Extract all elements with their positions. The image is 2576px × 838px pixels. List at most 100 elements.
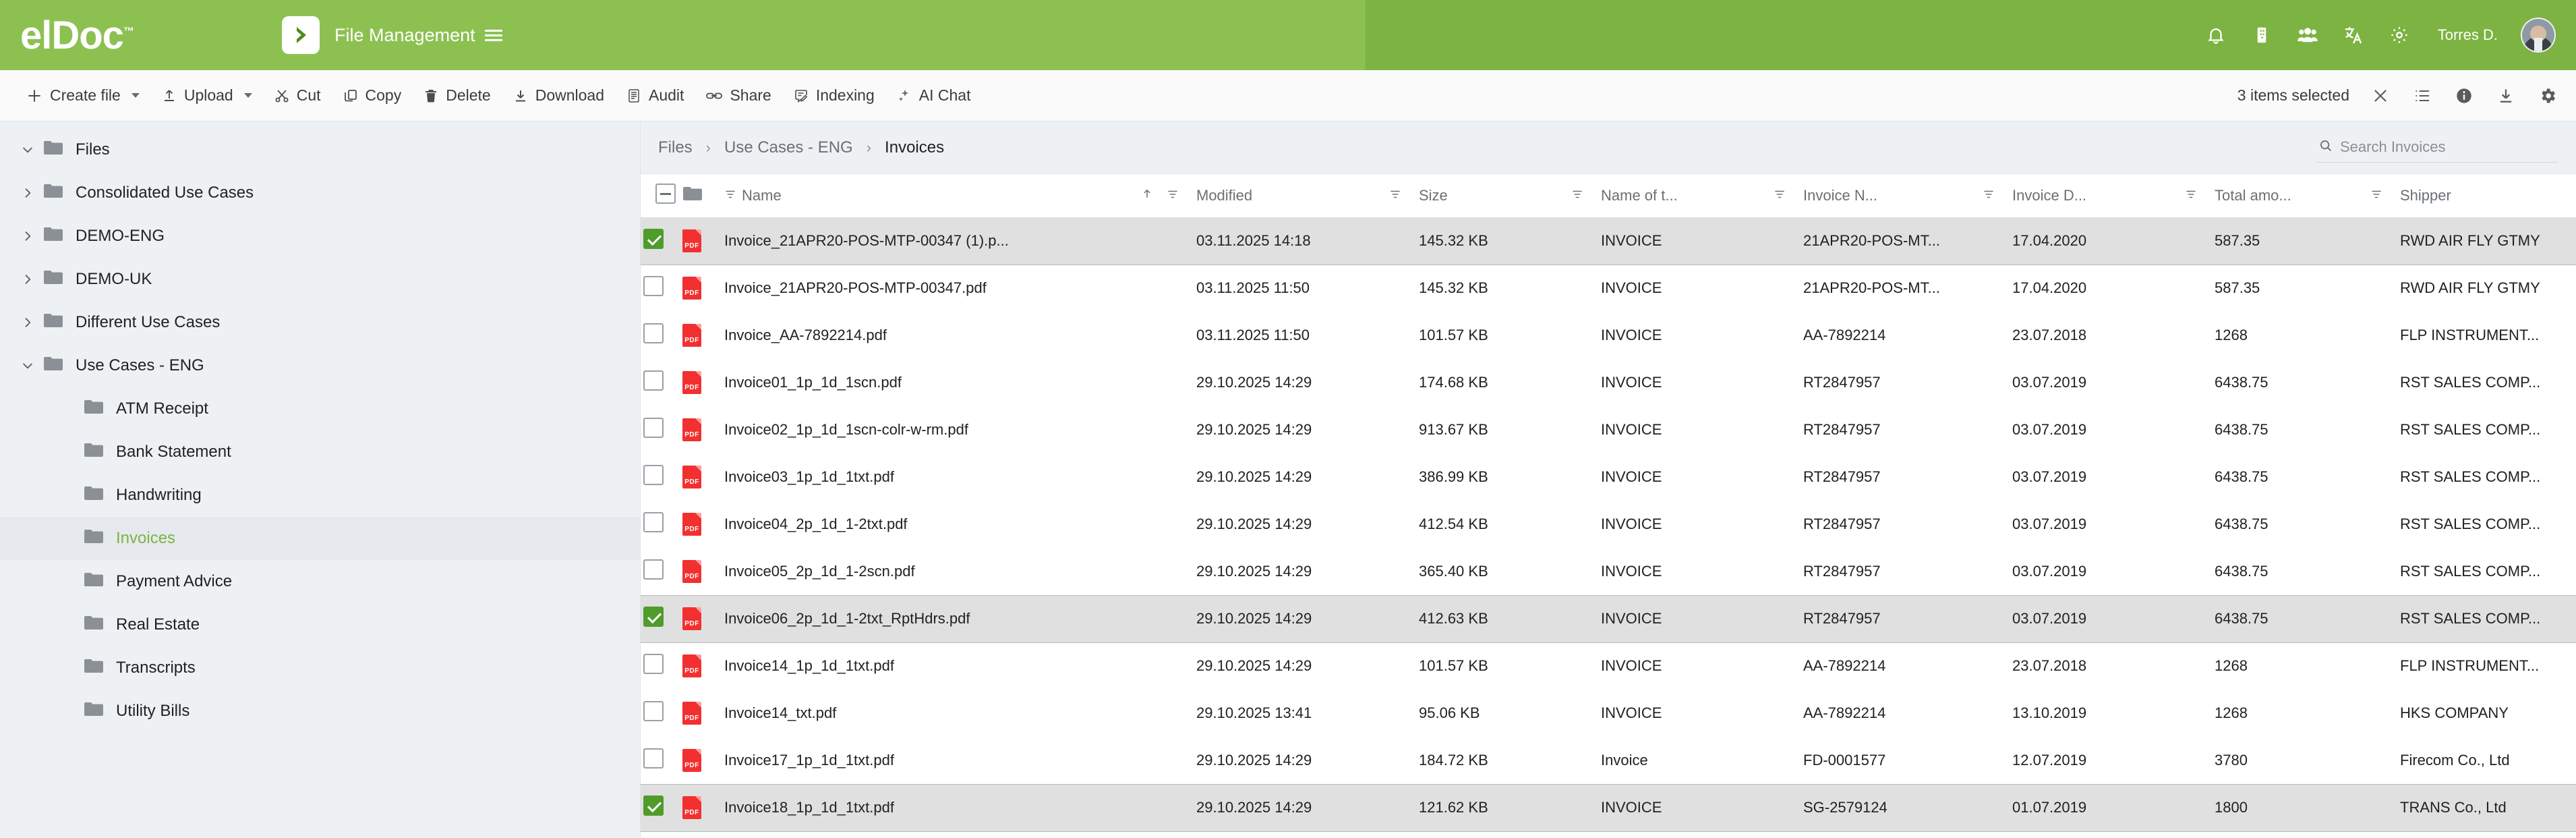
folder-tree-sidebar[interactable]: Files Consolidated Use Cases DEMO-ENG DEMO-… <box>0 121 641 838</box>
sidebar-item-use-cases-eng[interactable]: Use Cases - ENG <box>0 344 640 387</box>
table-row[interactable]: PDF Invoice_21APR20-POS-MTP-00347 (1).p..… <box>641 217 2576 265</box>
row-checkbox[interactable] <box>643 559 664 580</box>
chevron-right-icon[interactable] <box>12 229 43 243</box>
file-name-cell[interactable]: Invoice14_1p_1d_1txt.pdf <box>724 657 894 675</box>
file-name-cell[interactable]: Invoice14_txt.pdf <box>724 704 837 721</box>
table-row[interactable]: PDF Invoice04_2p_1d_1-2txt.pdf 29.10.2025 … <box>641 501 2576 548</box>
people-icon[interactable] <box>2296 24 2319 47</box>
column-filter-icon[interactable] <box>1983 187 1995 204</box>
file-name-cell[interactable]: Invoice02_1p_1d_1scn-colr-w-rm.pdf <box>724 421 968 438</box>
audit-button[interactable]: Audit <box>615 81 695 110</box>
file-name-cell[interactable]: Invoice_AA-7892214.pdf <box>724 327 887 343</box>
row-checkbox[interactable] <box>643 701 664 721</box>
row-checkbox[interactable] <box>643 795 664 816</box>
file-name-cell[interactable]: Invoice18_1p_1d_1txt.pdf <box>722 783 1194 832</box>
ai-chat-button[interactable]: AI Chat <box>885 81 982 110</box>
select-all-checkbox[interactable] <box>655 183 676 204</box>
file-name-cell[interactable]: Invoice01_1p_1d_1scn.pdf <box>724 374 902 391</box>
sidebar-item-demo-uk[interactable]: DEMO-UK <box>0 258 640 301</box>
table-row[interactable]: PDF Invoice_AA-7892214.pdf 03.11.2025 11:5… <box>641 312 2576 359</box>
sidebar-item-different-use-cases[interactable]: Different Use Cases <box>0 301 640 344</box>
row-checkbox[interactable] <box>643 323 664 343</box>
cut-button[interactable]: Cut <box>263 81 332 110</box>
column-filter-icon[interactable] <box>1774 187 1786 204</box>
search-input[interactable] <box>2340 138 2556 156</box>
row-checkbox[interactable] <box>643 607 664 627</box>
download-button[interactable]: Download <box>502 81 615 110</box>
column-header-invoice_no[interactable]: Invoice N... <box>1801 174 2010 218</box>
table-row[interactable]: PDF Invoice14_1p_1d_1txt.pdf 29.10.2025 14… <box>641 642 2576 690</box>
share-button[interactable]: Share <box>695 81 782 110</box>
column-header-size[interactable]: Size <box>1416 174 1598 218</box>
chevron-down-icon[interactable] <box>243 93 252 98</box>
table-row[interactable]: PDF Invoice17_1p_1d_1txt.pdf 29.10.2025 14… <box>641 737 2576 784</box>
sidebar-item-consolidated-use-cases[interactable]: Consolidated Use Cases <box>0 171 640 215</box>
table-row[interactable]: PDF Invoice02_1p_1d_1scn-colr-w-rm.pdf 29.… <box>641 406 2576 453</box>
sidebar-item-demo-eng[interactable]: DEMO-ENG <box>0 215 640 258</box>
row-checkbox[interactable] <box>643 654 664 675</box>
file-name-cell[interactable]: Invoice04_2p_1d_1-2txt.pdf <box>724 515 908 532</box>
file-name-cell[interactable]: Invoice_21APR20-POS-MTP-00347.pdf <box>724 279 987 297</box>
row-checkbox[interactable] <box>643 748 664 769</box>
column-filter-icon[interactable] <box>1389 187 1401 204</box>
list-view-icon[interactable] <box>2411 85 2433 107</box>
column-header-doctype[interactable]: Name of t... <box>1598 174 1801 218</box>
menu-hamburger-icon[interactable] <box>484 29 502 41</box>
column-header-shipper[interactable]: Shipper <box>2397 174 2576 218</box>
chevron-right-icon[interactable] <box>12 316 43 329</box>
brand-logo[interactable]: elDoc™ <box>0 13 270 58</box>
file-name-cell[interactable]: Invoice_21APR20-POS-MTP-00347 (1).p... <box>722 217 1194 265</box>
bell-icon[interactable] <box>2204 24 2227 47</box>
copy-button[interactable]: Copy <box>332 81 413 110</box>
row-checkbox[interactable] <box>643 370 664 391</box>
user-name[interactable]: Torres D. <box>2437 26 2498 43</box>
create-file-button[interactable]: Create file <box>15 81 150 110</box>
file-name-cell[interactable]: Invoice17_1p_1d_1txt.pdf <box>724 751 894 769</box>
table-row[interactable]: PDF Invoice06_2p_1d_1-2txt_RptHdrs.pdf 29.… <box>641 594 2576 643</box>
table-row[interactable]: PDF Invoice18_1p_1d_1txt.pdf 29.10.2025 14… <box>641 783 2576 832</box>
sidebar-item-atm-receipt[interactable]: ATM Receipt <box>0 387 640 430</box>
table-row[interactable]: PDF Invoice14_txt.pdf 29.10.2025 13:41 95.0… <box>641 690 2576 737</box>
chevron-down-icon[interactable] <box>131 93 140 98</box>
info-icon[interactable] <box>2453 85 2475 107</box>
row-checkbox[interactable] <box>643 512 664 532</box>
gear-icon[interactable] <box>2388 24 2411 47</box>
indexing-button[interactable]: Indexing <box>782 81 885 110</box>
sidebar-item-real-estate[interactable]: Real Estate <box>0 603 640 646</box>
table-row[interactable]: PDF Invoice01_1p_1d_1scn.pdf 29.10.2025 14… <box>641 359 2576 406</box>
column-filter-icon[interactable] <box>2185 187 2197 204</box>
column-header-invoice_date[interactable]: Invoice D... <box>2010 174 2212 218</box>
settings-gear-icon[interactable] <box>2537 85 2558 107</box>
download-icon[interactable] <box>2495 85 2517 107</box>
column-filter-icon[interactable] <box>1167 187 1179 204</box>
sidebar-item-utility-bills[interactable]: Utility Bills <box>0 690 640 733</box>
file-name-cell[interactable]: Invoice03_1p_1d_1txt.pdf <box>724 468 894 485</box>
breadcrumb-item-files[interactable]: Files <box>658 138 693 157</box>
building-icon[interactable] <box>2250 24 2273 47</box>
file-name-cell[interactable]: Invoice06_2p_1d_1-2txt_RptHdrs.pdf <box>722 594 1194 643</box>
sidebar-item-transcripts[interactable]: Transcripts <box>0 646 640 690</box>
row-checkbox[interactable] <box>643 229 664 249</box>
table-row[interactable]: PDF Invoice_21APR20-POS-MTP-00347.pdf 03.1… <box>641 264 2576 312</box>
column-header-modified[interactable]: Modified <box>1194 174 1416 218</box>
breadcrumb-item-invoices[interactable]: Invoices <box>885 138 945 157</box>
upload-button[interactable]: Upload <box>150 81 263 110</box>
row-checkbox[interactable] <box>643 276 664 297</box>
chevron-right-icon[interactable] <box>12 186 43 200</box>
sidebar-item-bank-statement[interactable]: Bank Statement <box>0 430 640 474</box>
column-filter-icon[interactable] <box>724 187 736 204</box>
sort-ascending-icon[interactable] <box>1141 188 1153 204</box>
row-checkbox[interactable] <box>643 465 664 485</box>
sidebar-item-handwriting[interactable]: Handwriting <box>0 474 640 517</box>
search-box[interactable] <box>2316 133 2558 163</box>
column-filter-icon[interactable] <box>2370 187 2382 204</box>
sidebar-item-invoices[interactable]: Invoices <box>0 517 640 560</box>
delete-button[interactable]: Delete <box>412 81 501 110</box>
sidebar-item-payment-advice[interactable]: Payment Advice <box>0 560 640 603</box>
translate-icon[interactable] <box>2342 24 2365 47</box>
chevron-down-icon[interactable] <box>12 143 43 157</box>
sidebar-item-files[interactable]: Files <box>0 128 640 171</box>
column-header-total[interactable]: Total amo... <box>2212 174 2397 218</box>
chevron-down-icon[interactable] <box>12 359 43 372</box>
chevron-right-icon[interactable] <box>12 273 43 286</box>
